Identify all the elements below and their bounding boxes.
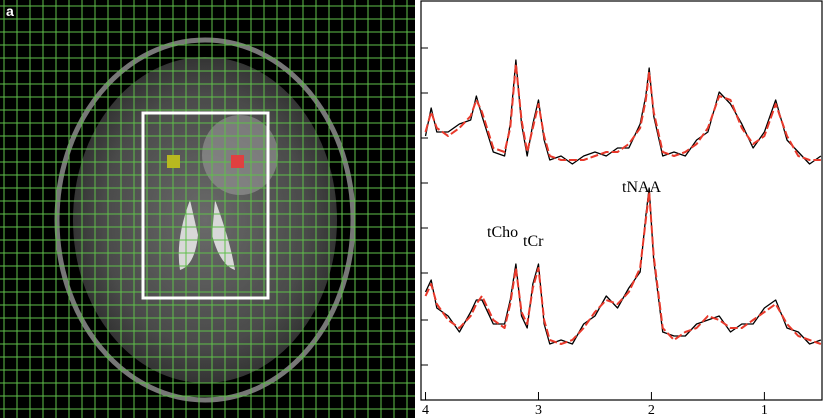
brain bbox=[73, 57, 337, 383]
skull bbox=[54, 37, 356, 403]
voxel-grid bbox=[0, 0, 415, 418]
x-tick-label: 3 bbox=[535, 403, 542, 418]
voxel-red bbox=[231, 155, 244, 168]
spectrum-line bbox=[424, 187, 822, 345]
voxel-yellow bbox=[167, 155, 180, 168]
y-axis-ticks bbox=[421, 47, 428, 366]
peak-label: tNAA bbox=[622, 179, 662, 196]
x-tick-label: 2 bbox=[648, 403, 655, 418]
spectrum-line bbox=[424, 63, 821, 161]
spectrum-line bbox=[424, 191, 822, 345]
peak-label: tCr bbox=[523, 233, 544, 250]
panel-label: a bbox=[6, 3, 14, 19]
voi-box bbox=[141, 111, 270, 300]
peak-label: tCho bbox=[487, 224, 518, 241]
x-tick-label: 1 bbox=[761, 403, 768, 418]
x-tick-label: 4 bbox=[422, 403, 429, 418]
mri-panel: a bbox=[0, 0, 415, 418]
plot-frame bbox=[420, 0, 823, 401]
